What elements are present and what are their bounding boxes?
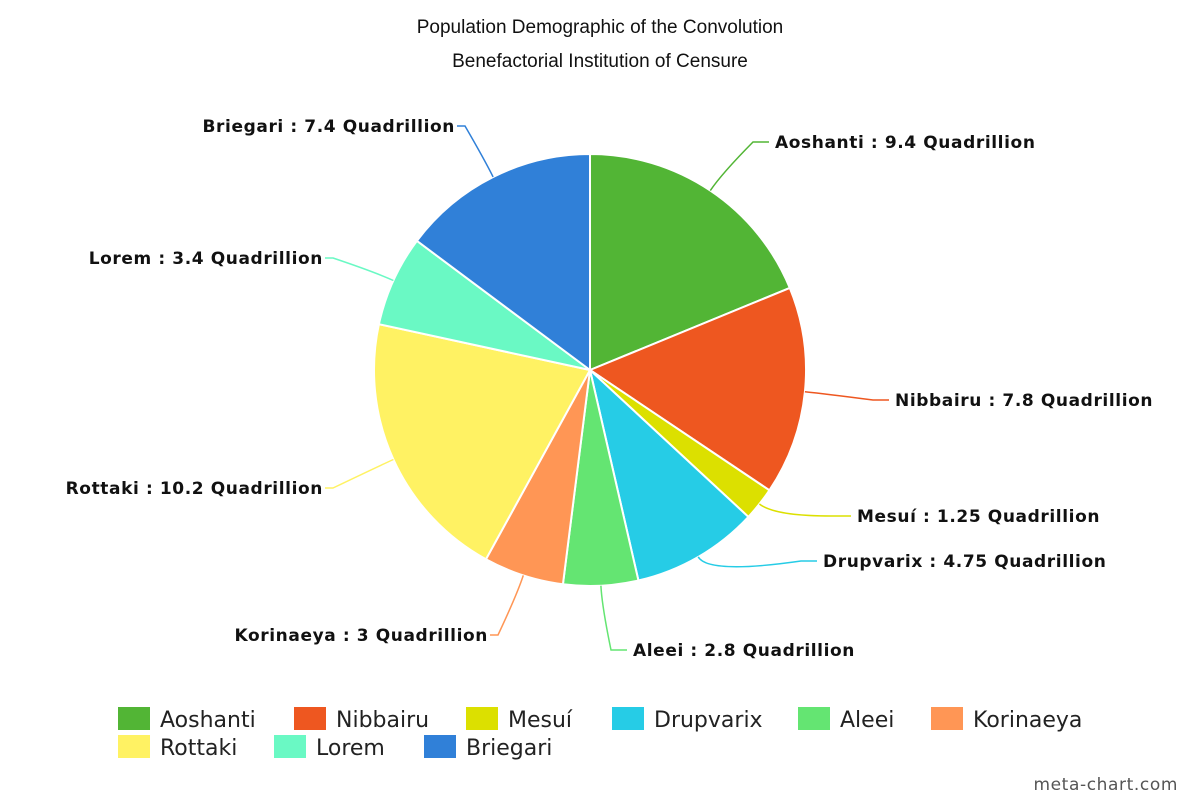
legend-label-drupvarix: Drupvarix <box>654 708 763 733</box>
legend-label-rottaki: Rottaki <box>160 736 237 761</box>
leader-line-korinaeya <box>490 575 525 636</box>
slice-label-drupvarix: Drupvarix : 4.75 Quadrillion <box>823 552 1106 572</box>
legend-label-aoshanti: Aoshanti <box>160 708 256 733</box>
slice-label-korinaeya: Korinaeya : 3 Quadrillion <box>235 626 488 646</box>
legend-swatch-briegari <box>424 735 456 758</box>
slice-label-aleei: Aleei : 2.8 Quadrillion <box>633 641 855 661</box>
leader-line-nibbairu <box>804 390 889 401</box>
legend-label-mesuí: Mesuí <box>508 708 573 733</box>
slice-labels: Aoshanti : 9.4 Quadrillion Nibbairu : 7.8… <box>66 117 1153 661</box>
slice-label-rottaki: Rottaki : 10.2 Quadrillion <box>66 479 323 499</box>
leader-line-lorem <box>325 257 394 282</box>
chart-title-line-2: Benefactorial Institution of Censure <box>452 51 748 72</box>
legend-label-nibbairu: Nibbairu <box>336 708 429 733</box>
slice-label-aoshanti: Aoshanti : 9.4 Quadrillion <box>775 133 1036 153</box>
leader-line-aleei <box>600 585 627 651</box>
legend-swatch-lorem <box>274 735 306 758</box>
legend-label-lorem: Lorem <box>316 736 385 761</box>
label-leader-lines <box>325 125 889 651</box>
leader-line-mesuí <box>758 503 851 517</box>
legend-swatch-aoshanti <box>118 707 150 730</box>
legend-label-korinaeya: Korinaeya <box>973 708 1082 733</box>
chart-title-line-1: Population Demographic of the Convolutio… <box>417 17 784 38</box>
pie-slice-drupvarix <box>588 367 750 582</box>
pie-slice-briegari <box>415 152 591 372</box>
leader-line-drupvarix <box>697 556 817 568</box>
legend-swatch-rottaki <box>118 735 150 758</box>
pie-slice-aoshanti <box>589 152 792 372</box>
leader-line-aoshanti <box>709 141 769 192</box>
legend: Aoshanti Nibbairu Mesuí Drupvarix Aleei Korin… <box>118 707 1082 761</box>
legend-swatch-drupvarix <box>612 707 644 730</box>
pie-slice-rottaki <box>373 323 592 561</box>
legend-swatch-mesuí <box>466 707 498 730</box>
slice-label-mesuí: Mesuí : 1.25 Quadrillion <box>857 507 1100 527</box>
slice-label-briegari: Briegari : 7.4 Quadrillion <box>203 117 456 137</box>
leader-line-briegari <box>457 125 494 178</box>
legend-label-briegari: Briegari <box>466 736 552 761</box>
legend-swatch-korinaeya <box>931 707 963 730</box>
legend-swatch-nibbairu <box>294 707 326 730</box>
leader-line-rottaki <box>325 458 394 489</box>
legend-label-aleei: Aleei <box>840 708 894 733</box>
legend-swatch-aleei <box>798 707 830 730</box>
pie-slices <box>373 152 807 587</box>
watermark: meta-chart.com <box>1033 775 1178 795</box>
slice-label-lorem: Lorem : 3.4 Quadrillion <box>89 249 323 269</box>
slice-label-nibbairu: Nibbairu : 7.8 Quadrillion <box>895 391 1153 411</box>
